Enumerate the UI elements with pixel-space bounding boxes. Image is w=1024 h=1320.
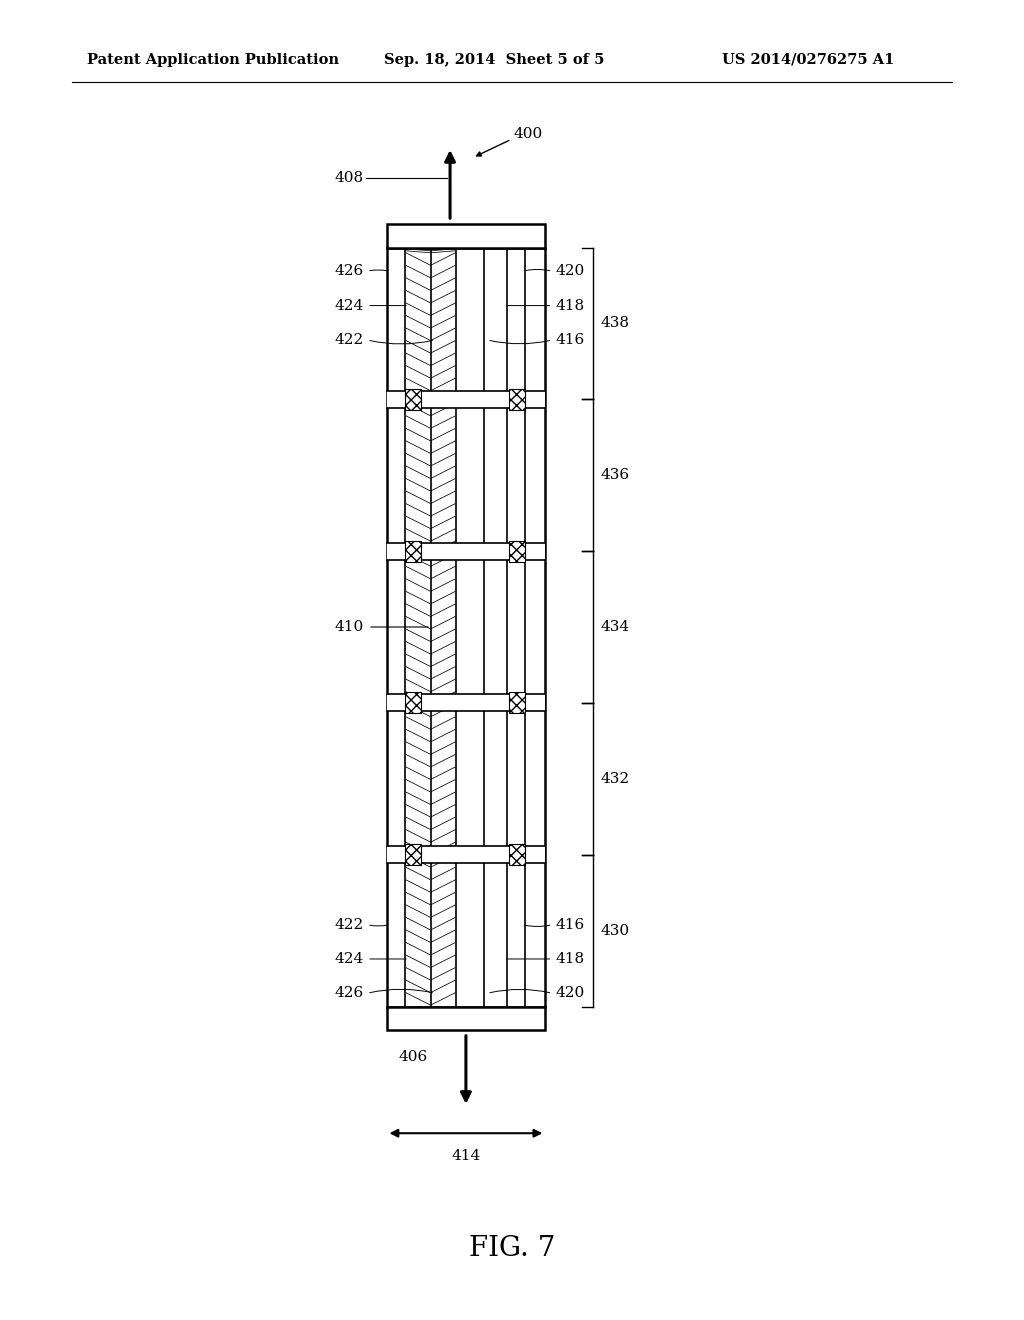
Text: 424: 424 (335, 952, 365, 966)
Text: 422: 422 (335, 917, 365, 932)
Text: 426: 426 (335, 264, 365, 279)
Text: Sep. 18, 2014  Sheet 5 of 5: Sep. 18, 2014 Sheet 5 of 5 (384, 53, 604, 67)
Bar (404, 845, 421, 866)
Text: 424: 424 (335, 298, 365, 313)
Text: 434: 434 (600, 620, 630, 634)
Bar (509, 541, 525, 562)
Text: 436: 436 (600, 469, 630, 482)
Bar (387, 1006, 545, 1030)
Text: 410: 410 (335, 620, 365, 634)
Bar (387, 391, 545, 408)
Bar (404, 692, 421, 713)
Text: 438: 438 (600, 317, 630, 330)
Text: FIG. 7: FIG. 7 (469, 1236, 555, 1262)
Text: 406: 406 (399, 1049, 428, 1064)
Bar (404, 541, 421, 562)
Text: 432: 432 (600, 772, 630, 785)
Text: 416: 416 (555, 333, 585, 347)
Bar (387, 223, 545, 248)
Bar (509, 692, 525, 713)
Text: Patent Application Publication: Patent Application Publication (87, 53, 339, 67)
Text: 408: 408 (335, 170, 365, 185)
Bar (387, 248, 545, 1006)
Text: 420: 420 (555, 264, 585, 279)
Text: US 2014/0276275 A1: US 2014/0276275 A1 (722, 53, 894, 67)
Bar (387, 694, 545, 711)
Text: 430: 430 (600, 924, 630, 937)
Text: 422: 422 (335, 333, 365, 347)
Bar (457, 248, 525, 1006)
Bar (404, 388, 421, 409)
Bar (509, 388, 525, 409)
Bar (509, 845, 525, 866)
Text: 400: 400 (514, 127, 543, 141)
Text: 414: 414 (452, 1148, 480, 1163)
Text: 426: 426 (335, 986, 365, 1001)
Bar (387, 846, 545, 863)
Text: 420: 420 (555, 986, 585, 1001)
Text: 418: 418 (555, 952, 585, 966)
Text: 416: 416 (555, 917, 585, 932)
Text: 418: 418 (555, 298, 585, 313)
Bar (387, 543, 545, 560)
